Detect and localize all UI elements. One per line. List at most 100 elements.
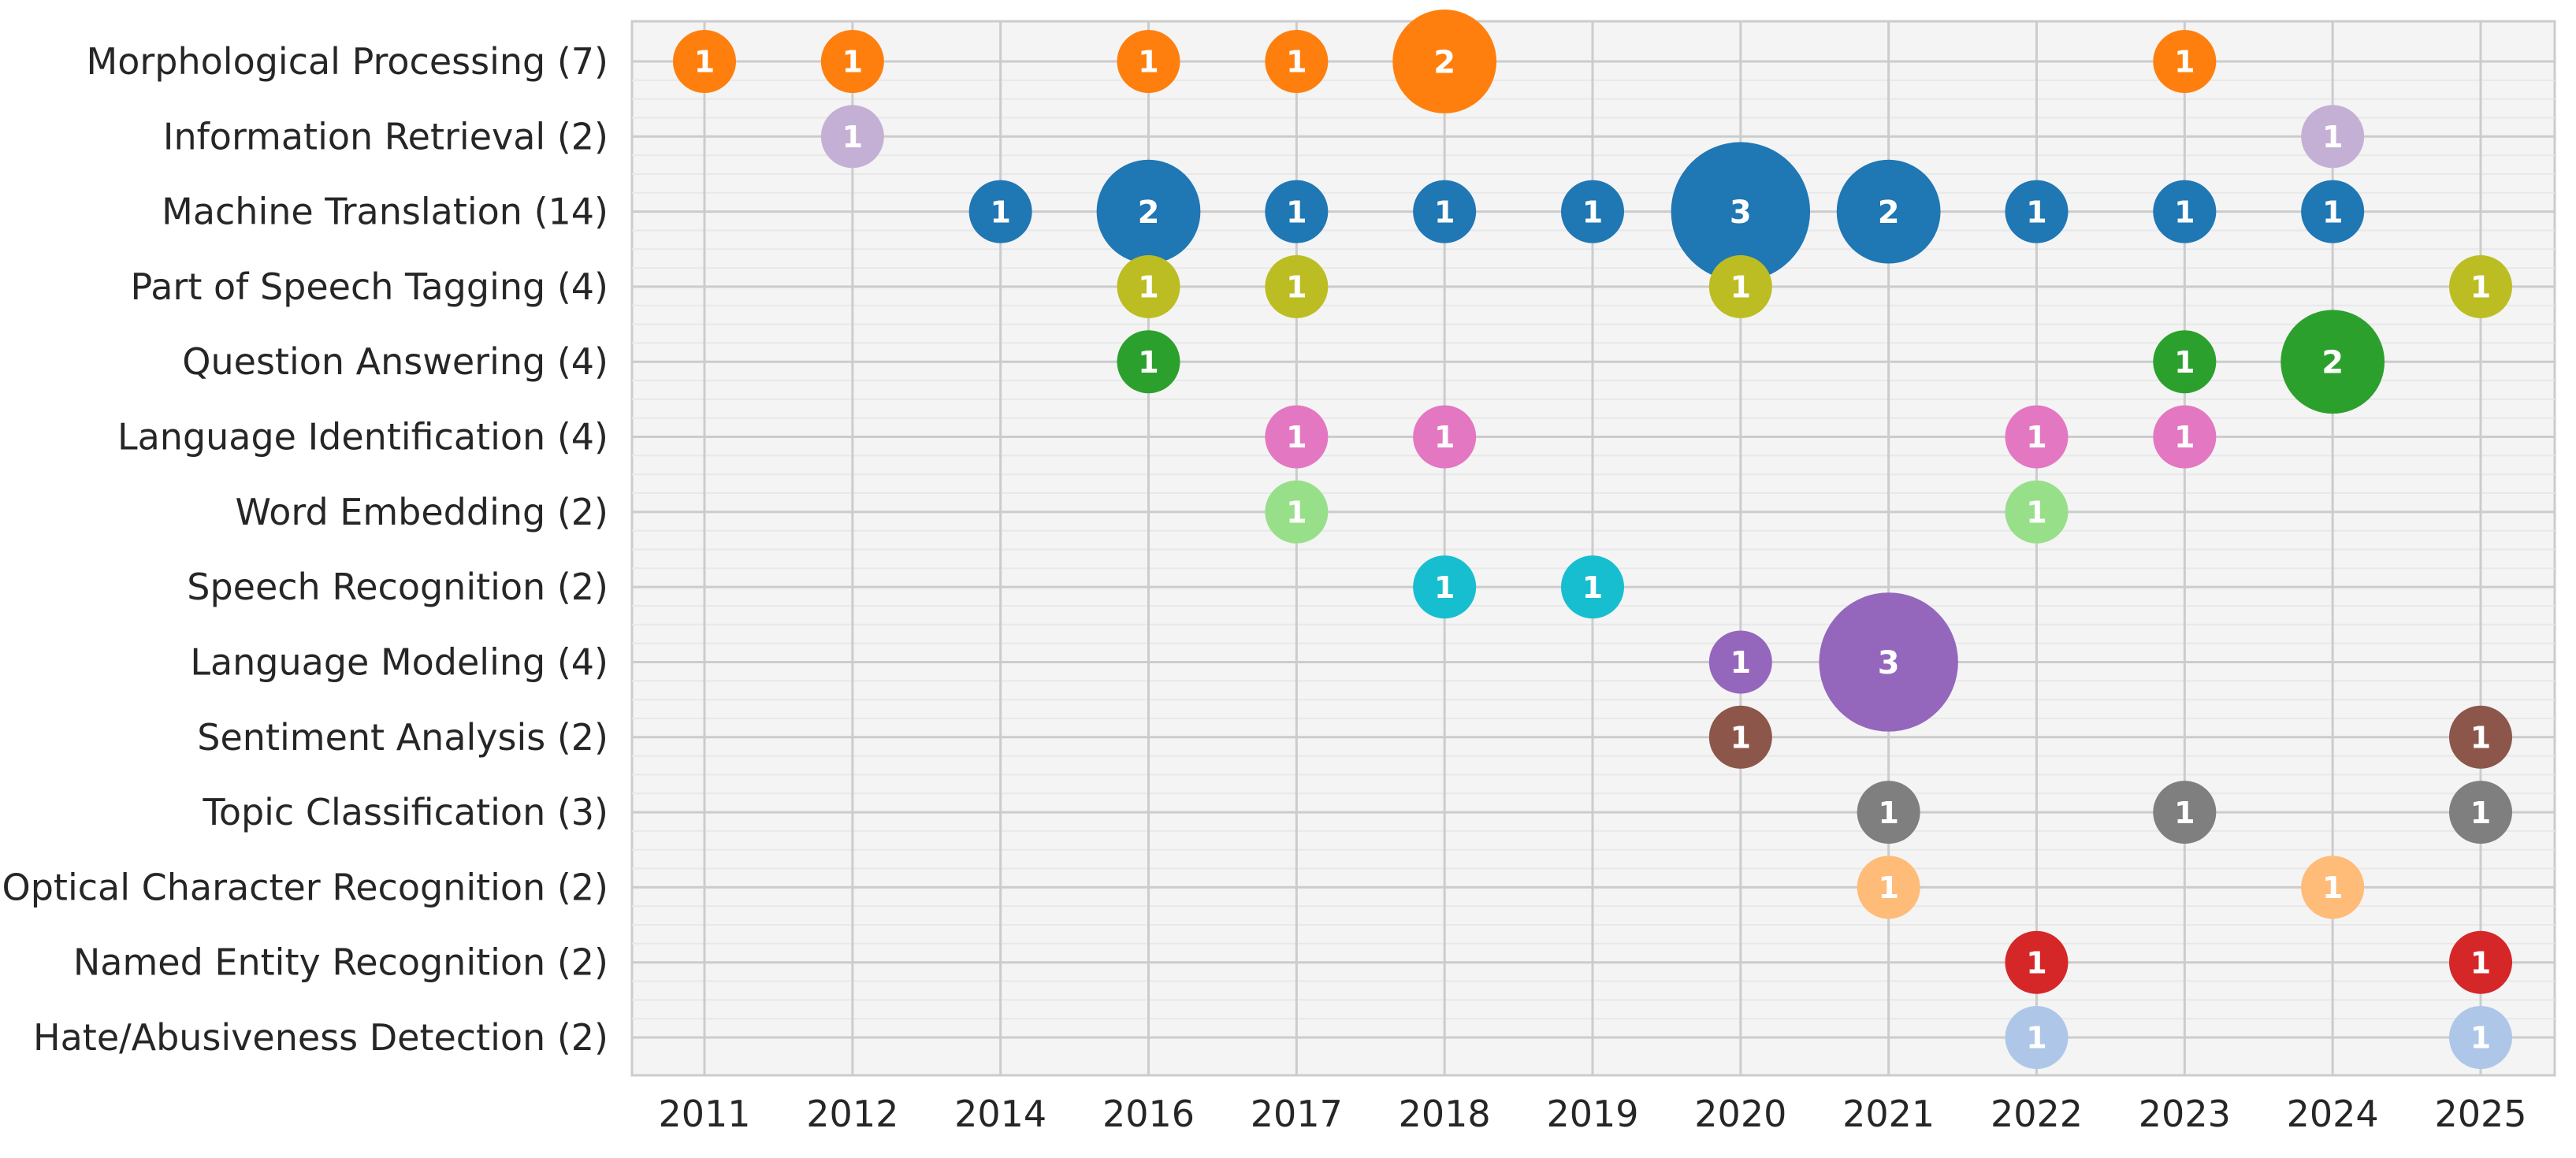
bubble-label: 1 <box>1138 345 1158 380</box>
bubble-label: 1 <box>1138 270 1158 305</box>
x-tick-label: 2023 <box>2139 1093 2231 1135</box>
bubble <box>1413 405 1477 469</box>
bubble <box>2449 930 2512 994</box>
bubble-label: 1 <box>1434 570 1455 605</box>
bubble <box>2449 1006 2512 1069</box>
bubble <box>1265 254 1329 318</box>
x-tick-label: 2017 <box>1251 1093 1343 1135</box>
bubble-label: 1 <box>2322 120 2343 154</box>
bubble <box>2005 405 2069 469</box>
y-tick-label: Topic Classification (3) <box>203 791 608 833</box>
bubble-label: 1 <box>2026 195 2046 229</box>
x-tick-label: 2018 <box>1399 1093 1491 1135</box>
y-tick-label: Morphological Processing (7) <box>87 40 608 83</box>
bubble-label: 3 <box>1878 645 1900 681</box>
bubble <box>1265 480 1329 544</box>
bubble-label: 1 <box>2174 796 2195 830</box>
bubble <box>820 105 884 169</box>
bubble-label: 1 <box>2322 195 2343 229</box>
bubble <box>2449 781 2512 844</box>
bubble-label: 1 <box>1730 720 1751 755</box>
bubble-label: 1 <box>2470 1021 2491 1056</box>
bubble <box>1392 9 1497 113</box>
bubble-label: 1 <box>1286 195 1307 229</box>
bubble-label: 1 <box>2174 420 2195 455</box>
bubble <box>1265 30 1329 93</box>
bubble <box>1819 592 1958 732</box>
bubble <box>2449 254 2512 318</box>
bubble <box>2005 1006 2069 1069</box>
x-tick-label: 2024 <box>2287 1093 2379 1135</box>
bubble-label: 1 <box>2174 45 2195 80</box>
bubble <box>1096 159 1201 264</box>
bubble <box>1117 330 1180 394</box>
bubble-label: 1 <box>2470 270 2491 305</box>
bubble-label: 1 <box>2026 495 2046 530</box>
bubble-label: 1 <box>2470 796 2491 830</box>
bubble-label: 1 <box>1434 420 1455 455</box>
bubble-label: 1 <box>1286 420 1307 455</box>
bubble <box>1708 705 1772 769</box>
y-tick-label: Language Identification (4) <box>117 416 608 458</box>
bubble-label: 1 <box>2174 195 2195 229</box>
bubble <box>1836 159 1941 264</box>
bubble-label: 1 <box>2174 345 2195 380</box>
bubble-label: 1 <box>1434 195 1455 229</box>
bubble <box>2301 105 2365 169</box>
y-tick-label: Optical Character Recognition (2) <box>2 866 609 908</box>
y-tick-label: Named Entity Recognition (2) <box>73 941 608 984</box>
bubble <box>1413 555 1477 619</box>
bubble <box>2153 330 2217 394</box>
bubble-label: 1 <box>1286 270 1307 305</box>
bubble <box>1413 180 1477 243</box>
bubble <box>1561 180 1624 243</box>
bubble-marks: 1 1 1 1 2 1 1 1 1 2 1 1 1 3 2 1 1 1 1 1 1 1 1 1 2 1 1 1 1 1 1 1 1 1 3 1 1 1 1 1… <box>673 9 2512 1069</box>
x-tick-label: 2012 <box>806 1093 898 1135</box>
bubble <box>968 180 1032 243</box>
bubble <box>2449 705 2512 769</box>
bubble <box>2280 310 2385 414</box>
bubble <box>1708 630 1772 694</box>
x-tick-label: 2016 <box>1102 1093 1195 1135</box>
y-tick-label: Question Answering (4) <box>182 340 608 383</box>
bubble <box>2153 781 2217 844</box>
y-tick-label: Language Modeling (4) <box>190 640 608 683</box>
bubble-label: 1 <box>842 120 863 154</box>
bubble-label: 1 <box>1730 270 1751 305</box>
bubble <box>2301 856 2365 919</box>
y-tick-label: Information Retrieval (2) <box>163 115 608 158</box>
bubble-label: 1 <box>1582 195 1603 229</box>
bubble <box>1117 254 1180 318</box>
bubble <box>2005 930 2069 994</box>
y-tick-label: Sentiment Analysis (2) <box>197 716 608 759</box>
x-tick-label: 2021 <box>1842 1093 1935 1135</box>
y-tick-label: Word Embedding (2) <box>235 491 608 533</box>
x-tick-label: 2020 <box>1694 1093 1786 1135</box>
bubble <box>673 30 736 93</box>
bubble-label: 2 <box>1433 44 1455 80</box>
y-axis-tick-labels: Morphological Processing (7) Information … <box>2 40 609 1059</box>
bubble-label: 2 <box>1138 195 1160 231</box>
x-tick-label: 2011 <box>658 1093 750 1135</box>
bubble-label: 2 <box>2321 345 2344 381</box>
bubble <box>2005 480 2069 544</box>
y-tick-label: Machine Translation (14) <box>162 191 608 233</box>
x-tick-label: 2014 <box>954 1093 1046 1135</box>
bubble <box>2005 180 2069 243</box>
bubble-label: 1 <box>990 195 1010 229</box>
bubble <box>2153 180 2217 243</box>
bubble <box>1117 30 1180 93</box>
x-tick-label: 2019 <box>1546 1093 1638 1135</box>
x-axis-tick-labels: 2011 2012 2014 2016 2017 2018 2019 2020 2021 2022… <box>658 1093 2526 1135</box>
y-tick-label: Speech Recognition (2) <box>187 566 608 608</box>
bubble <box>2301 180 2365 243</box>
bubble-label: 1 <box>1286 495 1307 530</box>
bubble-label: 2 <box>1878 195 1900 231</box>
bubble <box>1671 142 1811 281</box>
bubble <box>1265 405 1329 469</box>
bubble-label: 1 <box>842 45 863 80</box>
x-tick-label: 2022 <box>1991 1093 2083 1135</box>
bubble <box>1857 781 1920 844</box>
bubble-label: 3 <box>1730 195 1752 231</box>
